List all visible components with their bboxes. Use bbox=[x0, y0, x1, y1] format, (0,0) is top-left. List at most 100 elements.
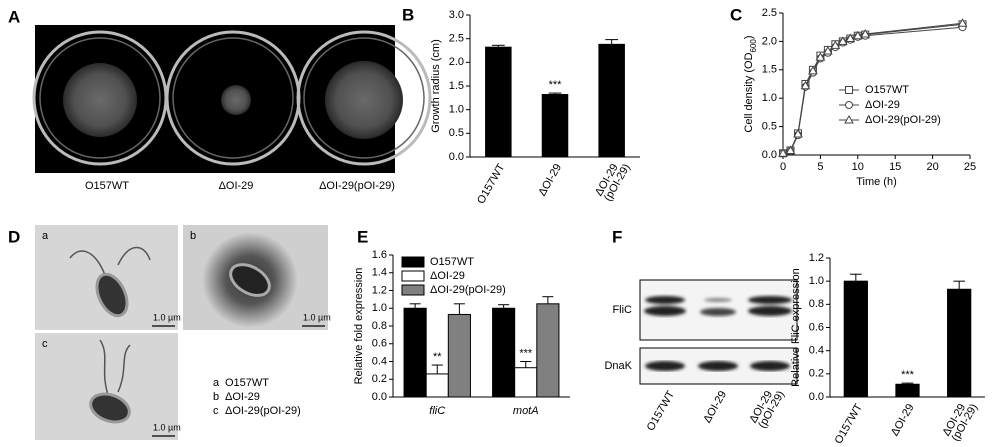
scale-bar-label: 1.0 µm bbox=[153, 312, 181, 322]
bar bbox=[541, 94, 569, 158]
y-tick-label: 2.5 bbox=[762, 7, 777, 19]
bar bbox=[485, 46, 512, 158]
y-tick-label: 1.2 bbox=[372, 284, 387, 296]
x-tick-label: O157WT bbox=[833, 402, 866, 446]
bar bbox=[514, 367, 538, 398]
x-tick-label: 10 bbox=[852, 161, 864, 173]
panel-label: A bbox=[8, 7, 20, 26]
legend-marker bbox=[845, 86, 853, 94]
micrograph-key: a bbox=[213, 377, 220, 389]
y-tick-label: 0.5 bbox=[449, 127, 464, 139]
marker bbox=[957, 18, 968, 27]
y-tick-label: 1.0 bbox=[372, 302, 387, 314]
y-axis-label: Growth radius (cm) bbox=[430, 39, 442, 133]
marker bbox=[778, 148, 788, 157]
plate-label: ΔOI-29(pOI-29) bbox=[319, 180, 395, 192]
significance: *** bbox=[901, 369, 915, 381]
y-tick-label: 1.5 bbox=[762, 64, 777, 76]
y-tick-label: 0.2 bbox=[372, 373, 387, 385]
band-label: FliC bbox=[612, 304, 632, 316]
x-tick-label: 15 bbox=[889, 161, 901, 173]
bar bbox=[598, 43, 625, 158]
legend-swatch bbox=[401, 270, 425, 282]
x-tick-label: fliC bbox=[429, 405, 445, 417]
micrograph bbox=[183, 225, 328, 330]
bar bbox=[425, 373, 449, 398]
y-tick-label: 3.0 bbox=[449, 9, 464, 21]
micrograph bbox=[35, 225, 178, 330]
x-tick-label: O157WT bbox=[475, 162, 508, 206]
plate-photo bbox=[32, 25, 432, 173]
significance: *** bbox=[519, 347, 533, 359]
marker bbox=[852, 30, 863, 40]
significance: *** bbox=[549, 79, 563, 91]
y-tick-label: 0.4 bbox=[809, 345, 824, 357]
panel-label: B bbox=[402, 5, 414, 24]
significance: ** bbox=[433, 351, 442, 363]
x-tick-label: ΔOI-29 bbox=[536, 162, 564, 198]
lane-label: O157WT bbox=[645, 389, 678, 433]
micrograph-key: ΔOI-29 bbox=[225, 391, 260, 403]
y-tick-label: 2.0 bbox=[762, 35, 777, 47]
y-tick-label: 2.0 bbox=[449, 56, 464, 68]
y-tick-label: 0.0 bbox=[372, 391, 387, 403]
y-tick-label: 1.4 bbox=[372, 267, 387, 279]
marker bbox=[808, 65, 818, 75]
scale-bar-label: 1.0 µm bbox=[153, 422, 181, 432]
y-tick-label: 1.0 bbox=[809, 275, 824, 287]
legend-label: ΔOI-29 bbox=[865, 99, 900, 111]
western-blot bbox=[639, 279, 798, 385]
x-tick-label: 0 bbox=[780, 161, 786, 173]
legend-swatch bbox=[401, 284, 425, 296]
marker bbox=[785, 145, 796, 154]
legend-label: O157WT bbox=[865, 84, 909, 96]
x-tick-label: ΔOI-29 bbox=[889, 402, 917, 438]
y-tick-label: 1.5 bbox=[449, 80, 464, 92]
band-label: DnaK bbox=[604, 360, 632, 372]
micrograph-label: c bbox=[42, 338, 48, 350]
bar bbox=[403, 307, 427, 398]
marker bbox=[837, 36, 848, 45]
micrograph-label: b bbox=[190, 230, 196, 242]
y-axis-label: Cell density (OD600) bbox=[743, 35, 758, 132]
marker bbox=[793, 128, 803, 138]
y-tick-label: 0.0 bbox=[809, 391, 824, 403]
legend-label: O157WT bbox=[430, 256, 474, 268]
y-tick-label: 0.4 bbox=[372, 355, 387, 367]
x-tick-label: 25 bbox=[964, 161, 976, 173]
micrograph bbox=[35, 333, 178, 440]
micrograph-key: c bbox=[213, 405, 219, 417]
x-tick-label: motA bbox=[513, 405, 539, 417]
legend-marker bbox=[844, 114, 854, 124]
x-tick-label: 20 bbox=[926, 161, 938, 173]
bar bbox=[843, 280, 868, 398]
legend-marker bbox=[845, 101, 853, 109]
y-tick-label: 0.2 bbox=[809, 368, 824, 380]
y-tick-label: 0.0 bbox=[762, 149, 777, 161]
y-tick-label: 1.2 bbox=[809, 252, 824, 264]
y-tick-label: 1.6 bbox=[372, 249, 387, 261]
y-tick-label: 1.0 bbox=[762, 92, 777, 104]
y-tick-label: 0.6 bbox=[809, 321, 824, 333]
panel-label: D bbox=[8, 227, 20, 246]
panel-label: F bbox=[612, 227, 622, 246]
lane-label: ΔOI-29 bbox=[701, 389, 729, 425]
plate-label: O157WT bbox=[85, 180, 129, 192]
panel-label: E bbox=[357, 227, 368, 246]
marker bbox=[845, 33, 856, 43]
bar bbox=[536, 303, 560, 398]
micrograph-key: O157WT bbox=[225, 377, 269, 389]
bar bbox=[447, 313, 471, 398]
y-axis-label: Relative FliC expression bbox=[790, 268, 802, 387]
scale-bar bbox=[152, 325, 325, 437]
micrograph-key: b bbox=[213, 391, 219, 403]
micrograph-label: a bbox=[42, 230, 49, 242]
y-axis-label-part: 600 bbox=[749, 39, 758, 53]
legend-label: ΔOI-29(pOI-29) bbox=[430, 284, 506, 296]
legend-label: ΔOI-29(pOI-29) bbox=[865, 114, 941, 126]
y-tick-label: 0.8 bbox=[809, 298, 824, 310]
marker bbox=[823, 46, 833, 55]
scale-bar-label: 1.0 µm bbox=[303, 312, 331, 322]
marker bbox=[830, 40, 841, 49]
